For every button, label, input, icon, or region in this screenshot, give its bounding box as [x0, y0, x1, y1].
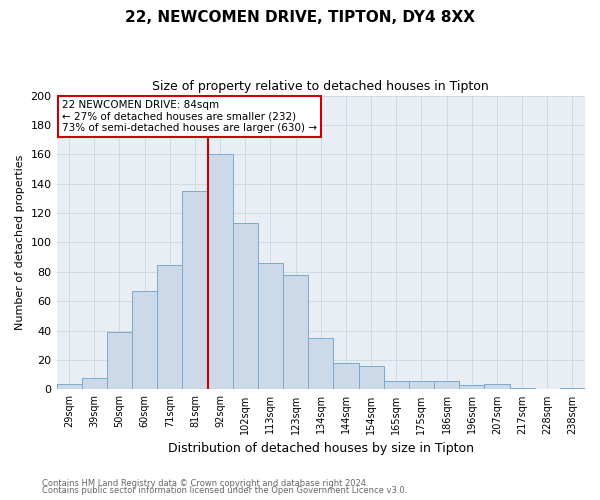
- Bar: [359, 366, 383, 390]
- Bar: [157, 264, 182, 390]
- X-axis label: Distribution of detached houses by size in Tipton: Distribution of detached houses by size …: [168, 442, 474, 455]
- Text: 22 NEWCOMEN DRIVE: 84sqm
← 27% of detached houses are smaller (232)
73% of semi-: 22 NEWCOMEN DRIVE: 84sqm ← 27% of detach…: [62, 100, 317, 133]
- Bar: [383, 380, 409, 390]
- Bar: [182, 191, 208, 390]
- Bar: [208, 154, 233, 390]
- Bar: [560, 388, 585, 390]
- Bar: [132, 291, 157, 390]
- Bar: [82, 378, 107, 390]
- Y-axis label: Number of detached properties: Number of detached properties: [15, 155, 25, 330]
- Bar: [484, 384, 509, 390]
- Bar: [283, 275, 308, 390]
- Bar: [56, 384, 82, 390]
- Title: Size of property relative to detached houses in Tipton: Size of property relative to detached ho…: [152, 80, 489, 93]
- Bar: [509, 388, 535, 390]
- Bar: [308, 338, 334, 390]
- Bar: [334, 363, 359, 390]
- Text: Contains HM Land Registry data © Crown copyright and database right 2024.: Contains HM Land Registry data © Crown c…: [42, 478, 368, 488]
- Bar: [459, 385, 484, 390]
- Bar: [258, 263, 283, 390]
- Text: Contains public sector information licensed under the Open Government Licence v3: Contains public sector information licen…: [42, 486, 407, 495]
- Bar: [434, 380, 459, 390]
- Text: 22, NEWCOMEN DRIVE, TIPTON, DY4 8XX: 22, NEWCOMEN DRIVE, TIPTON, DY4 8XX: [125, 10, 475, 25]
- Bar: [409, 380, 434, 390]
- Bar: [233, 224, 258, 390]
- Bar: [107, 332, 132, 390]
